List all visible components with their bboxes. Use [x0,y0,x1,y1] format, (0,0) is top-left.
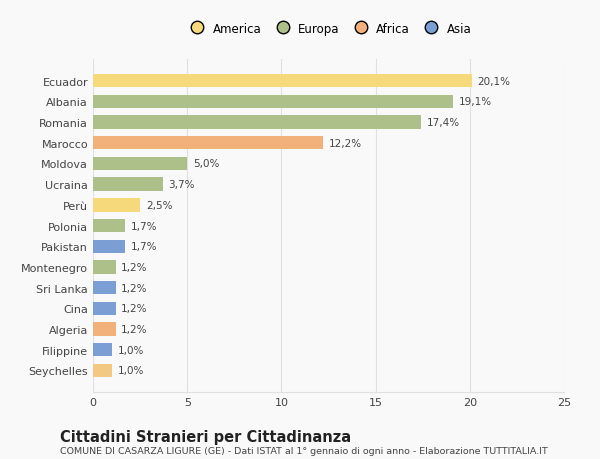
Text: 5,0%: 5,0% [193,159,219,169]
Bar [93,240,125,253]
Bar [93,302,116,315]
Text: 1,2%: 1,2% [121,283,148,293]
Legend: America, Europa, Africa, Asia: America, Europa, Africa, Asia [182,19,475,39]
Bar [93,343,112,357]
Text: 1,0%: 1,0% [118,345,144,355]
Text: 1,2%: 1,2% [121,304,148,313]
Text: 1,7%: 1,7% [131,242,157,252]
Text: 2,5%: 2,5% [146,201,172,210]
Text: 20,1%: 20,1% [478,77,511,86]
Bar [93,219,125,233]
Text: 17,4%: 17,4% [427,118,460,128]
Bar [93,364,112,377]
Text: 12,2%: 12,2% [329,139,362,148]
Bar [93,323,116,336]
Bar [93,75,472,88]
Text: COMUNE DI CASARZA LIGURE (GE) - Dati ISTAT al 1° gennaio di ogni anno - Elaboraz: COMUNE DI CASARZA LIGURE (GE) - Dati IST… [60,446,548,455]
Text: 19,1%: 19,1% [458,97,491,107]
Bar [93,137,323,150]
Text: 1,2%: 1,2% [121,325,148,334]
Bar [93,261,116,274]
Bar [93,95,453,109]
Text: 1,0%: 1,0% [118,366,144,375]
Text: Cittadini Stranieri per Cittadinanza: Cittadini Stranieri per Cittadinanza [60,429,351,444]
Text: 1,2%: 1,2% [121,263,148,272]
Bar [93,116,421,129]
Text: 1,7%: 1,7% [131,221,157,231]
Bar [93,178,163,191]
Text: 3,7%: 3,7% [169,180,195,190]
Bar [93,281,116,295]
Bar [93,199,140,212]
Bar [93,157,187,171]
